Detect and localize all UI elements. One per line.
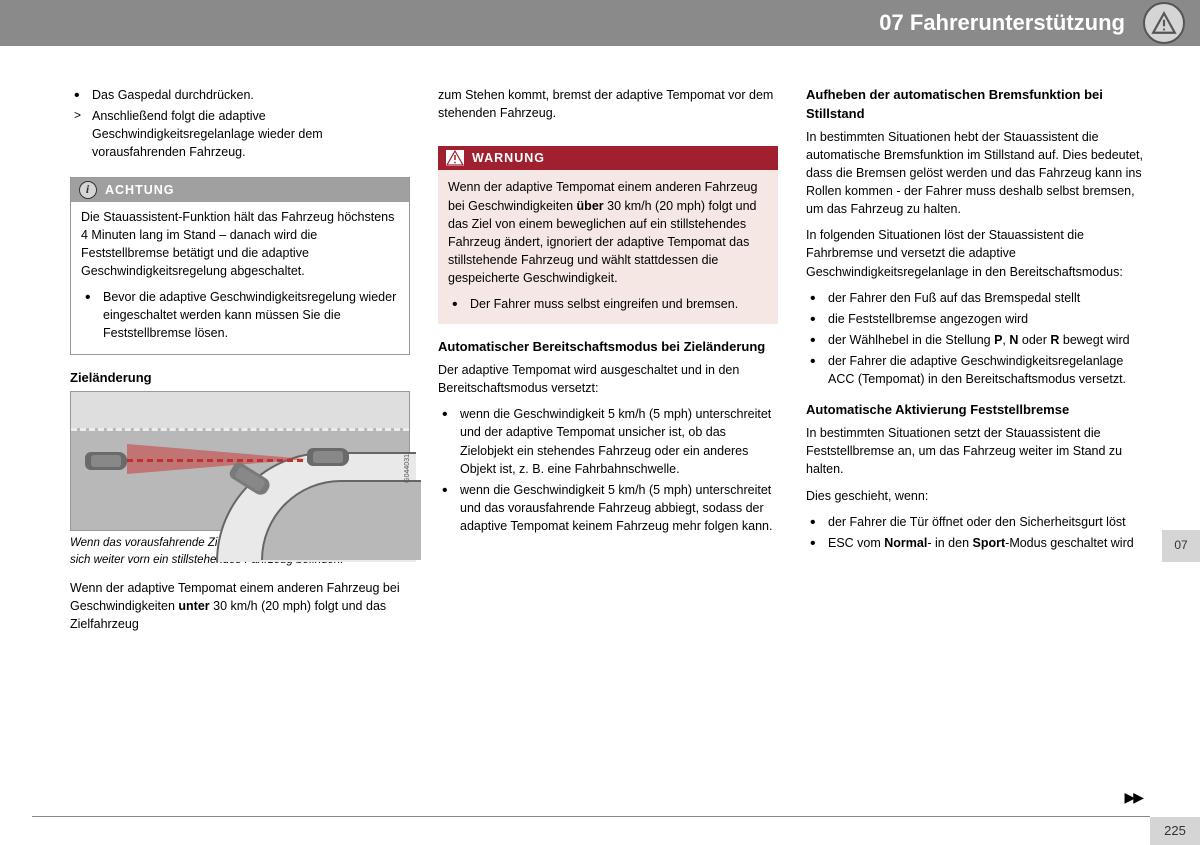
warnung-box: WARNUNG Wenn der adaptive Tempomat einem… <box>438 146 778 324</box>
achtung-text: Die Stauassistent-Funktion hält das Fahr… <box>81 208 399 281</box>
paragraph: Dies geschieht, wenn: <box>806 487 1146 505</box>
warning-icon <box>446 150 464 166</box>
achtung-box: i ACHTUNG Die Stauassistent-Funktion häl… <box>70 177 410 355</box>
auto-parkbrake-heading: Automatische Aktivierung Feststellbremse <box>806 401 1146 420</box>
paragraph: Wenn der adaptive Tempomat einem anderen… <box>70 579 410 633</box>
list-item: Anschließend folgt die adaptive Geschwin… <box>70 107 410 161</box>
column-2: zum Stehen kommt, bremst der adaptive Te… <box>438 86 778 641</box>
warnung-body: Wenn der adaptive Tempomat einem anderen… <box>438 170 778 324</box>
target-change-diagram: G044031 <box>70 391 410 531</box>
column-1: Das Gaspedal durchdrücken. Anschließend … <box>70 86 410 641</box>
cancel-brake-heading: Aufheben der automatischen Bremsfunktion… <box>806 86 1146 124</box>
column-3: Aufheben der automatischen Bremsfunktion… <box>806 86 1146 641</box>
list-item: der Fahrer die Tür öffnet oder den Siche… <box>806 513 1146 531</box>
intro-chev: Anschließend folgt die adaptive Geschwin… <box>70 107 410 164</box>
achtung-header: i ACHTUNG <box>71 178 409 202</box>
list-item: der Wählhebel in die Stellung P, N oder … <box>806 331 1146 349</box>
intro-bullets: Das Gaspedal durchdrücken. <box>70 86 410 107</box>
list-item: ESC vom Normal- in den Sport-Modus gesch… <box>806 534 1146 552</box>
paragraph: zum Stehen kommt, bremst der adaptive Te… <box>438 86 778 122</box>
list-item: die Feststellbremse angezogen wird <box>806 310 1146 328</box>
ego-car-icon <box>85 452 127 470</box>
list-item: Das Gaspedal durchdrücken. <box>70 86 410 104</box>
zielanderung-heading: Zieländerung <box>70 369 410 388</box>
footer-rule <box>32 816 1150 817</box>
paragraph: In bestimmten Situationen hebt der Staua… <box>806 128 1146 219</box>
achtung-body: Die Stauassistent-Funktion hält das Fahr… <box>71 202 409 354</box>
page-header: 07 Fahrerunterstützung <box>0 0 1200 46</box>
chapter-tab: 07 <box>1162 530 1200 562</box>
stationary-car-icon <box>307 448 349 466</box>
continue-icon: ▶▶ <box>1124 787 1142 807</box>
paragraph: In folgenden Situationen löst der Stauas… <box>806 226 1146 280</box>
info-icon: i <box>79 181 97 199</box>
auto-standby-heading: Automatischer Bereitschaftsmodus bei Zie… <box>438 338 778 357</box>
list-item: wenn die Geschwindigkeit 5 km/h (5 mph) … <box>438 481 778 535</box>
list-item: der Fahrer den Fuß auf das Bremspedal st… <box>806 289 1146 307</box>
warnung-label: WARNUNG <box>472 149 545 167</box>
page-content: Das Gaspedal durchdrücken. Anschließend … <box>0 46 1200 641</box>
warning-triangle-icon <box>1143 2 1185 44</box>
warnung-header: WARNUNG <box>438 146 778 170</box>
warnung-text: Wenn der adaptive Tempomat einem anderen… <box>448 178 768 287</box>
page-number: 225 <box>1150 817 1200 845</box>
image-number: G044031 <box>403 454 413 483</box>
paragraph: Der adaptive Tempomat wird ausgeschaltet… <box>438 361 778 397</box>
list-item: der Fahrer die adaptive Geschwindigkeits… <box>806 352 1146 388</box>
list-item: Bevor die adaptive Geschwindigkeitsregel… <box>81 288 399 342</box>
header-title: 07 Fahrerunterstützung <box>879 7 1125 39</box>
list-item: wenn die Geschwindigkeit 5 km/h (5 mph) … <box>438 405 778 478</box>
paragraph: In bestimmten Situationen setzt der Stau… <box>806 424 1146 478</box>
list-item: Der Fahrer muss selbst eingreifen und br… <box>448 295 768 313</box>
achtung-label: ACHTUNG <box>105 181 175 199</box>
